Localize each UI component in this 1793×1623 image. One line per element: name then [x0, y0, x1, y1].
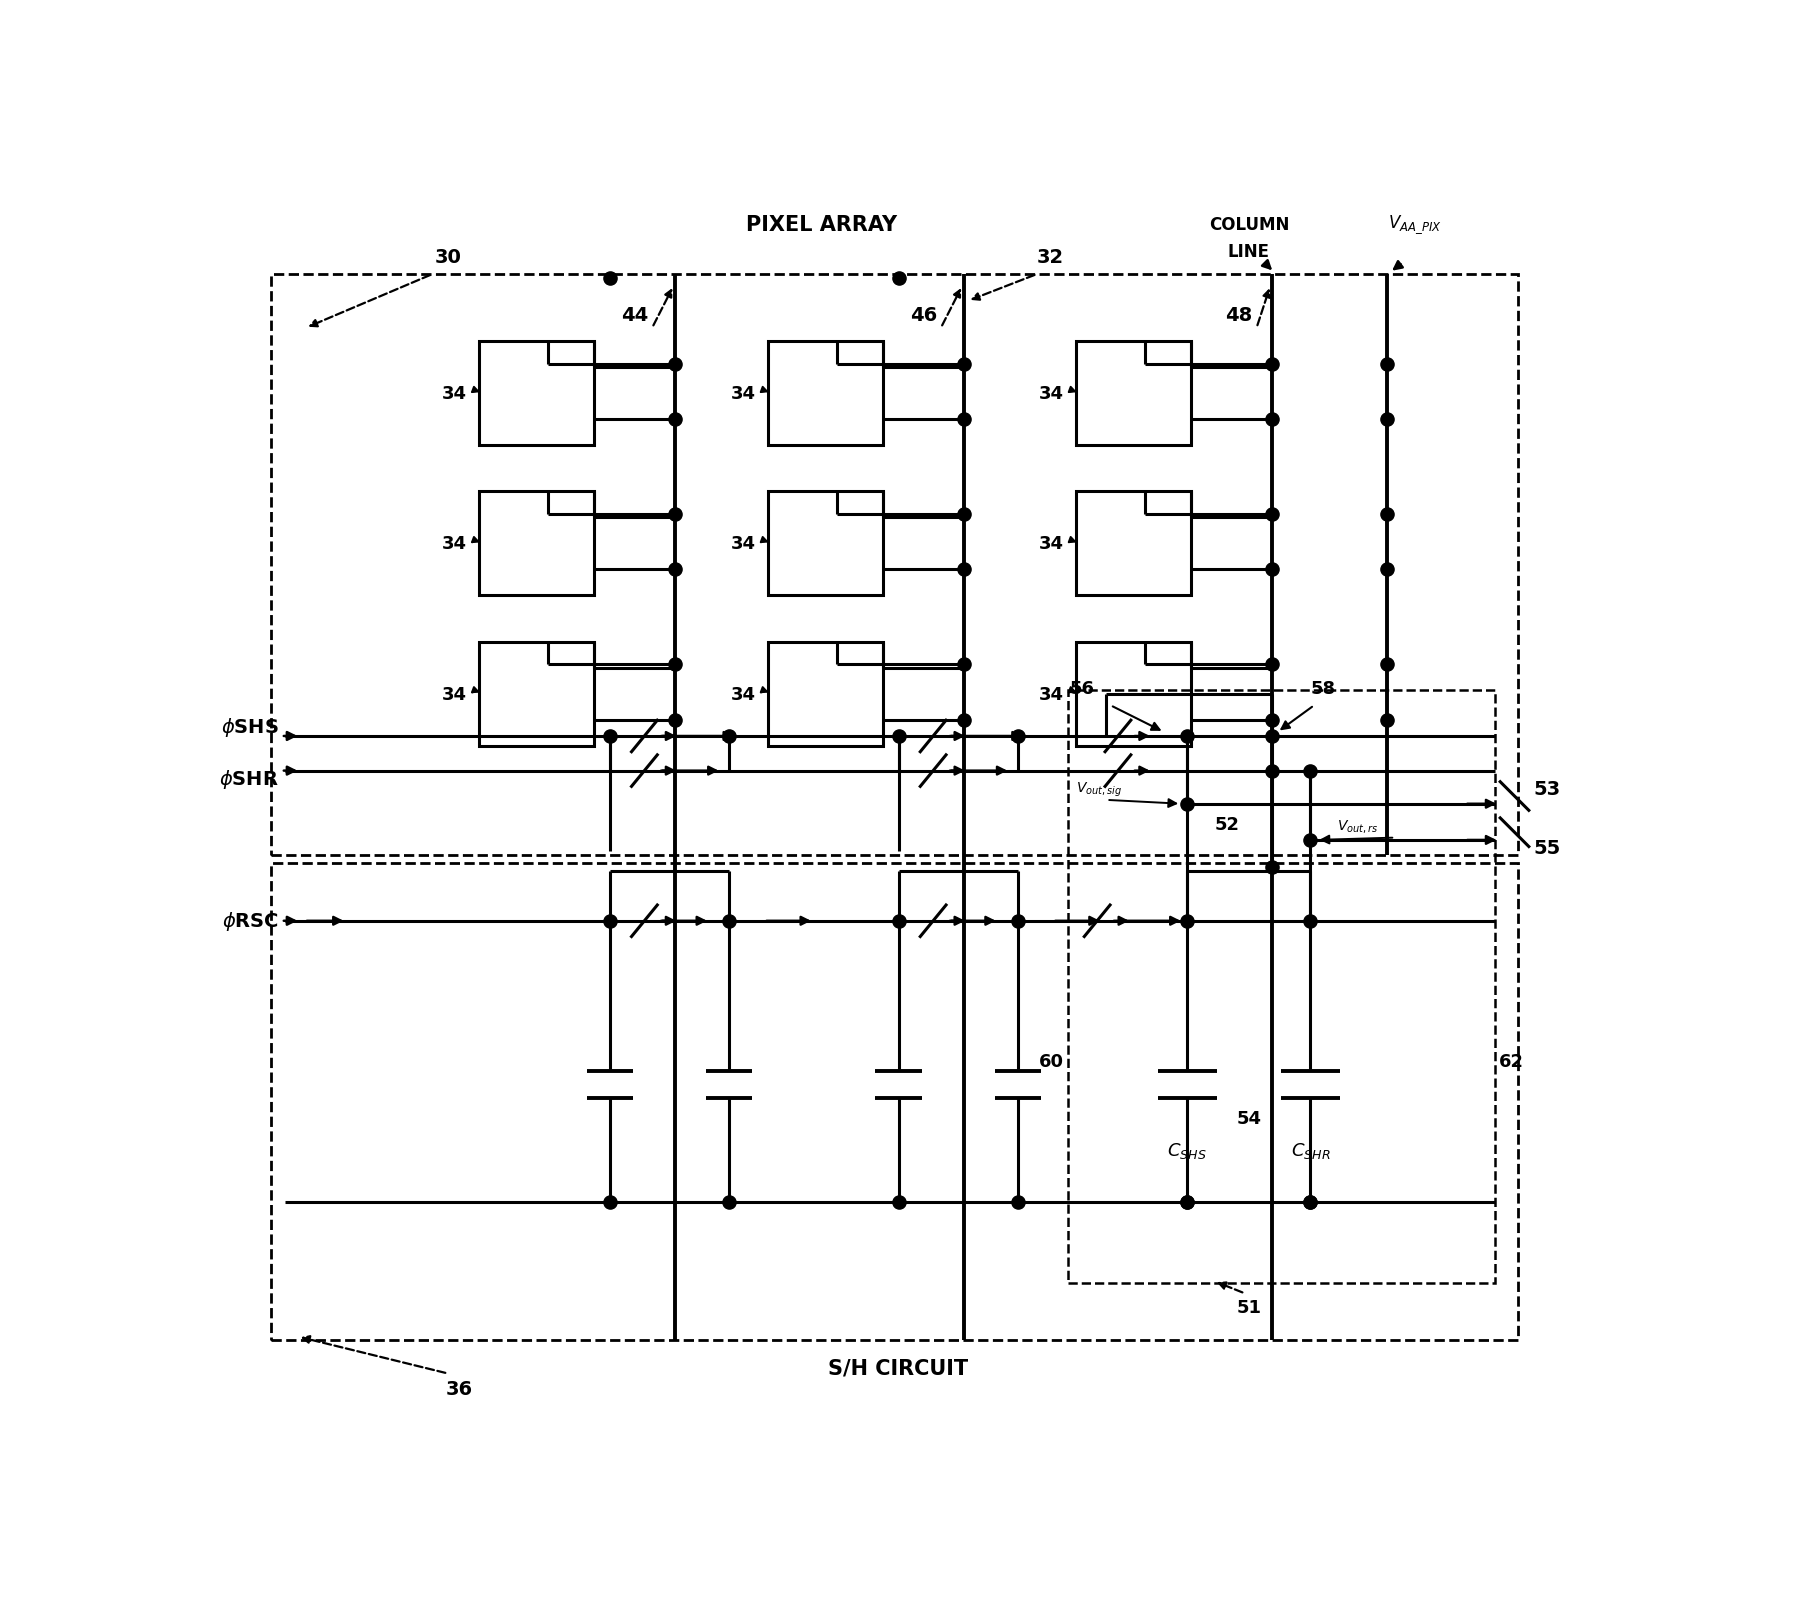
Text: 34: 34 [443, 385, 468, 403]
Text: 44: 44 [620, 305, 649, 325]
Text: 30: 30 [434, 248, 461, 268]
Text: 52: 52 [1214, 816, 1239, 834]
Point [1257, 854, 1286, 880]
Text: $\phi$SHR: $\phi$SHR [219, 768, 278, 790]
Bar [767, 643, 884, 747]
Text: 34: 34 [732, 385, 757, 403]
Point [1004, 1190, 1033, 1216]
Bar [271, 274, 1519, 855]
Text: 54: 54 [1237, 1110, 1260, 1128]
Bar [767, 492, 884, 596]
Bar [479, 492, 593, 596]
Text: $\phi$SHS: $\phi$SHS [221, 716, 278, 738]
Text: 62: 62 [1499, 1053, 1524, 1071]
Point [884, 724, 913, 750]
Text: 34: 34 [443, 685, 468, 703]
Point [950, 407, 979, 433]
Point [662, 502, 690, 527]
Point [1004, 724, 1033, 750]
Point [1257, 758, 1286, 784]
Point [715, 1190, 744, 1216]
Bar [1069, 690, 1495, 1282]
Point [1173, 1190, 1201, 1216]
Text: 34: 34 [732, 536, 757, 553]
Text: 60: 60 [1040, 1053, 1063, 1071]
Point [884, 266, 913, 292]
Point [662, 708, 690, 734]
Point [1296, 828, 1325, 854]
Point [1257, 652, 1286, 678]
Point [950, 708, 979, 734]
Point [715, 724, 744, 750]
Point [1373, 407, 1402, 433]
Text: $V_{AA\_PIX}$: $V_{AA\_PIX}$ [1388, 214, 1442, 235]
Point [715, 909, 744, 935]
Bar [767, 342, 884, 446]
Text: S/H CIRCUIT: S/H CIRCUIT [828, 1357, 968, 1378]
Bar [1076, 643, 1191, 747]
Point [662, 407, 690, 433]
Point [1004, 909, 1033, 935]
Text: 34: 34 [732, 685, 757, 703]
Text: 46: 46 [909, 305, 938, 325]
Text: 36: 36 [446, 1380, 473, 1397]
Point [595, 1190, 624, 1216]
Text: 56: 56 [1070, 680, 1096, 698]
Point [1373, 557, 1402, 583]
Point [1257, 502, 1286, 527]
Point [1257, 724, 1286, 750]
Point [1257, 708, 1286, 734]
Point [662, 557, 690, 583]
Text: 32: 32 [1036, 248, 1065, 268]
Text: 34: 34 [1040, 385, 1063, 403]
Text: 34: 34 [1040, 685, 1063, 703]
Point [1173, 1190, 1201, 1216]
Point [1257, 407, 1286, 433]
Point [950, 352, 979, 378]
Point [1373, 652, 1402, 678]
Point [662, 352, 690, 378]
Text: 51: 51 [1237, 1298, 1260, 1316]
Point [1296, 1190, 1325, 1216]
Bar [271, 863, 1519, 1341]
Bar [479, 342, 593, 446]
Bar [1076, 492, 1191, 596]
Point [1296, 758, 1325, 784]
Point [884, 1190, 913, 1216]
Text: 34: 34 [443, 536, 468, 553]
Text: 58: 58 [1311, 680, 1336, 698]
Point [662, 652, 690, 678]
Text: $\phi$RSC: $\phi$RSC [222, 911, 278, 933]
Text: PIXEL ARRAY: PIXEL ARRAY [746, 214, 896, 235]
Point [950, 502, 979, 527]
Point [1296, 909, 1325, 935]
Point [1296, 1190, 1325, 1216]
Point [1173, 792, 1201, 818]
Point [1257, 352, 1286, 378]
Point [1173, 909, 1201, 935]
Text: $C_{SHS}$: $C_{SHS}$ [1167, 1141, 1207, 1160]
Text: 48: 48 [1225, 305, 1253, 325]
Text: COLUMN: COLUMN [1208, 216, 1289, 234]
Point [595, 724, 624, 750]
Point [595, 266, 624, 292]
Point [950, 557, 979, 583]
Text: 53: 53 [1533, 779, 1562, 799]
Point [595, 909, 624, 935]
Bar [479, 643, 593, 747]
Point [884, 909, 913, 935]
Point [1373, 708, 1402, 734]
Bar [1076, 342, 1191, 446]
Text: $V_{out, rs}$: $V_{out, rs}$ [1338, 818, 1379, 834]
Text: LINE: LINE [1228, 243, 1269, 261]
Point [1173, 724, 1201, 750]
Text: $C_{SHR}$: $C_{SHR}$ [1291, 1141, 1330, 1160]
Text: $V_{out, sig}$: $V_{out, sig}$ [1076, 779, 1122, 799]
Point [1373, 502, 1402, 527]
Text: 55: 55 [1533, 839, 1562, 857]
Point [950, 652, 979, 678]
Point [1257, 557, 1286, 583]
Text: 34: 34 [1040, 536, 1063, 553]
Point [1373, 352, 1402, 378]
